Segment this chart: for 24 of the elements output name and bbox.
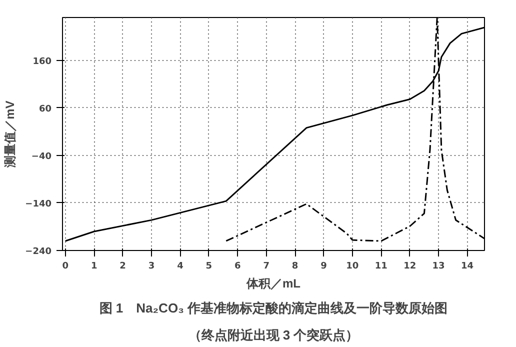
y-axis-title: 测量值／mV <box>3 100 18 168</box>
x-tick-label: 6 <box>234 262 241 272</box>
x-tick-label: 12 <box>404 262 416 272</box>
y-tick-label: −140 <box>25 199 52 210</box>
x-tick-label: 0 <box>62 262 69 272</box>
y-tick-label: 60 <box>38 104 52 114</box>
text: 图 1 Na₂CO₃ 作基准物标定酸的滴定曲线及一阶导数原始图 <box>99 300 448 316</box>
x-tick-label: 13 <box>432 262 445 272</box>
x-tick-label: 8 <box>292 262 298 272</box>
x-tick-label: 7 <box>263 262 270 272</box>
x-tick-label: 3 <box>148 262 155 272</box>
x-tick-label: 10 <box>346 262 359 272</box>
y-tick-label: −240 <box>25 247 52 257</box>
y-tick-label: 160 <box>32 56 52 67</box>
x-tick-label: 1 <box>90 262 98 272</box>
x-tick-label: 4 <box>177 262 184 272</box>
x-tick-label: 2 <box>120 262 126 272</box>
y-tick-label: −40 <box>31 152 52 162</box>
x-tick-label: 14 <box>461 262 474 272</box>
text: （终点附近出现 3 个突跃点） <box>188 328 359 342</box>
x-axis-title: 体积／mL <box>246 276 300 290</box>
x-tick-label: 9 <box>320 262 327 272</box>
x-tick-label: 5 <box>206 262 212 272</box>
x-tick-label: 11 <box>374 262 388 272</box>
